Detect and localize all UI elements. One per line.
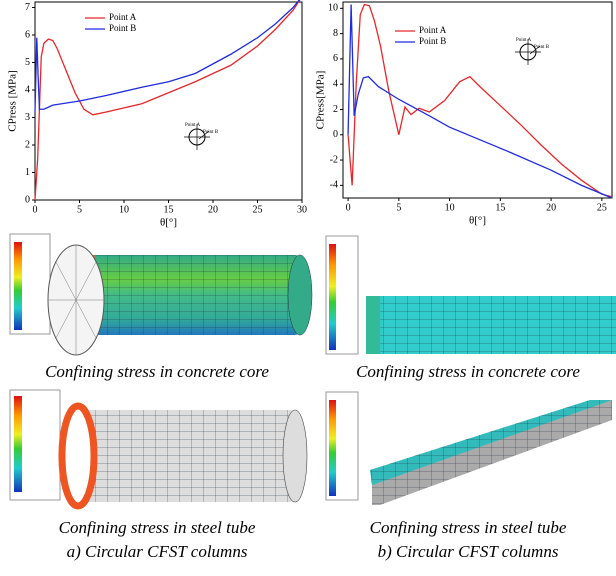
caption: Confining stress in steel tube (59, 518, 256, 537)
x-tick-label: 20 (208, 204, 218, 215)
x-tick-label: 30 (297, 204, 307, 215)
y-tick-label: 6 (333, 53, 338, 64)
x-tick-label: 5 (396, 202, 401, 213)
series-line (35, 0, 302, 112)
x-tick-label: 10 (119, 204, 129, 215)
figure: Confining stress in concrete core Confin… (0, 0, 616, 571)
page: Confining stress in concrete core Confin… (0, 0, 616, 571)
tube-face (62, 406, 94, 506)
end (288, 255, 312, 335)
mesh (366, 296, 616, 354)
y-tick-label: 0 (333, 129, 338, 140)
y-tick-label: -2 (330, 154, 338, 165)
mesh (75, 410, 295, 502)
x-tick-label: 25 (597, 202, 607, 213)
y-tick-label: 10 (328, 3, 338, 14)
color-scale (14, 242, 22, 330)
mesh (75, 255, 300, 335)
y-tick-label: 5 (25, 57, 30, 68)
y-tick-label: 7 (25, 2, 30, 13)
edge-zone (366, 296, 380, 354)
series-line (348, 5, 612, 197)
caption: b) Circular CFST columns (378, 542, 559, 561)
caption: Confining stress in steel tube (370, 518, 567, 537)
inset-label: Point B (534, 45, 550, 50)
inset-label: Point B (203, 130, 219, 135)
caption: Confining stress in concrete core (45, 362, 269, 381)
y-tick-label: 3 (25, 112, 30, 123)
series-line (348, 5, 612, 198)
y-tick-label: -4 (330, 180, 338, 191)
color-scale (329, 244, 336, 350)
x-tick-label: 0 (33, 204, 38, 215)
y-tick-label: 2 (25, 139, 30, 150)
legend-label: Point B (419, 36, 446, 46)
plot-frame (343, 2, 612, 198)
caption: Confining stress in concrete core (356, 362, 580, 381)
x-tick-label: 20 (546, 202, 556, 213)
tube-end (283, 410, 307, 502)
inset-label: Point A (185, 123, 201, 128)
x-tick-label: 15 (495, 202, 505, 213)
inset-label: Point A (516, 38, 532, 43)
y-tick-label: 6 (25, 29, 30, 40)
mesh (370, 400, 612, 485)
y-tick-label: 1 (25, 167, 30, 178)
x-tick-label: 10 (445, 202, 455, 213)
x-axis-label: θ[°] (160, 217, 177, 229)
y-tick-label: 0 (25, 194, 30, 205)
legend-label: Point B (109, 23, 136, 33)
x-tick-label: 25 (253, 204, 263, 215)
x-tick-label: 0 (346, 202, 351, 213)
y-tick-label: 4 (333, 78, 338, 89)
x-tick-label: 5 (77, 204, 82, 215)
y-axis-label: CPress [MPa] (7, 70, 19, 131)
y-axis-label: CPress[MPa] (315, 71, 327, 130)
color-scale (14, 396, 22, 492)
x-tick-label: 15 (164, 204, 174, 215)
y-tick-label: 8 (333, 28, 338, 39)
y-tick-label: 4 (25, 84, 30, 95)
series-line (35, 0, 302, 200)
x-axis-label: θ[°] (469, 215, 486, 227)
legend-label: Point A (419, 25, 447, 35)
legend-label: Point A (109, 12, 137, 22)
color-scale (329, 400, 336, 496)
caption: a) Circular CFST columns (67, 542, 248, 561)
plot-frame (35, 2, 302, 200)
mesh (372, 400, 612, 505)
y-tick-label: 2 (333, 104, 338, 115)
